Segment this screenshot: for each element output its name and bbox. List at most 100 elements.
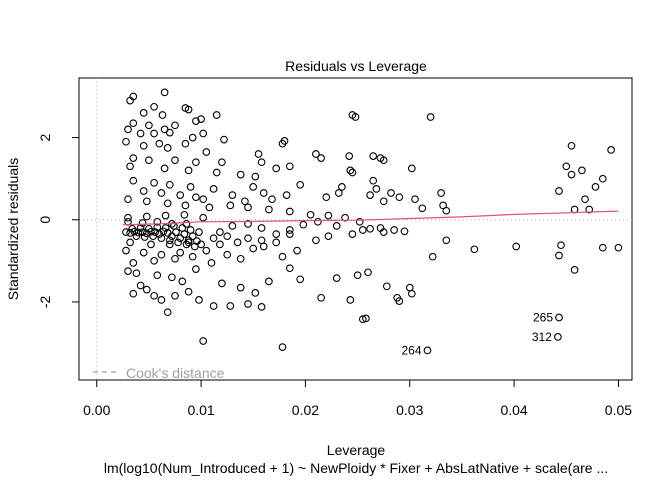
data-point (251, 172, 260, 181)
data-point (136, 281, 145, 290)
data-point (442, 206, 451, 215)
data-point (251, 289, 260, 297)
data-point (244, 234, 252, 243)
data-point (268, 195, 276, 204)
data-point (218, 158, 226, 167)
data-point (139, 109, 148, 117)
data-point (192, 265, 200, 273)
data-point (168, 232, 176, 241)
data-point (332, 274, 341, 282)
data-point (382, 282, 391, 291)
data-point (555, 187, 563, 195)
data-point (209, 234, 218, 243)
data-point (216, 240, 224, 249)
data-point (411, 195, 419, 204)
data-point (150, 256, 158, 265)
data-point (139, 248, 148, 257)
data-point (257, 303, 266, 311)
data-point (145, 121, 153, 130)
data-point (186, 226, 195, 234)
data-point (199, 195, 208, 204)
data-point (212, 168, 221, 177)
data-point (407, 164, 416, 173)
data-point (181, 201, 190, 210)
data-point (182, 220, 191, 228)
data-point (334, 189, 343, 197)
data-point (426, 113, 435, 121)
data-points (122, 88, 623, 355)
smooth-line-layer (122, 210, 619, 226)
model-formula-subtitle: lm(log10(Num_Introduced + 1) ~ NewPloidy… (104, 460, 608, 476)
labeled-data-point (423, 346, 432, 355)
data-point (188, 252, 197, 261)
x-tick-label: 0.03 (396, 402, 423, 418)
data-point (567, 170, 576, 179)
data-point (223, 232, 232, 241)
data-point (157, 189, 166, 197)
data-point (567, 141, 576, 150)
data-point (353, 271, 362, 280)
data-point (126, 96, 134, 105)
data-point (181, 139, 190, 148)
data-point (400, 227, 409, 236)
data-point (171, 291, 179, 300)
data-point (122, 246, 130, 255)
data-point (216, 228, 224, 236)
data-point (437, 189, 445, 197)
data-point (332, 222, 341, 230)
data-point (259, 189, 268, 197)
data-point (322, 193, 331, 202)
data-point (153, 217, 162, 226)
data-point (306, 210, 315, 219)
data-point (379, 228, 388, 236)
data-point (278, 252, 287, 261)
data-point (138, 228, 147, 236)
x-axis: 0.00 0.01 0.02 0.03 0.04 0.05 (83, 379, 632, 418)
data-point (244, 203, 252, 212)
chart-title: Residuals vs Leverage (285, 58, 427, 74)
data-point (364, 268, 372, 277)
data-point (366, 191, 374, 199)
data-point (259, 242, 268, 251)
smooth-line (122, 210, 619, 226)
data-point (366, 224, 374, 233)
data-point (157, 234, 166, 243)
data-point (236, 170, 245, 179)
data-point (182, 240, 191, 249)
data-point (195, 296, 203, 304)
data-point (296, 275, 305, 284)
data-point (129, 289, 138, 298)
data-point (142, 285, 151, 294)
data-point (163, 144, 172, 152)
data-point (184, 236, 193, 245)
data-point (199, 213, 208, 222)
data-point (209, 185, 218, 193)
data-point (418, 204, 427, 213)
data-point (278, 343, 287, 351)
data-point (124, 267, 132, 275)
data-point (341, 213, 349, 222)
data-point (296, 180, 305, 189)
data-point (317, 293, 325, 302)
x-axis-label: Leverage (327, 442, 386, 458)
data-point (132, 269, 141, 278)
data-point (150, 129, 158, 138)
data-point (138, 219, 147, 227)
y-tick-label: 0 (37, 216, 53, 224)
data-point (140, 233, 149, 241)
data-point (244, 300, 252, 308)
data-point (282, 191, 291, 199)
data-point (312, 236, 320, 245)
data-point (218, 279, 226, 288)
data-point (257, 158, 266, 167)
data-point (254, 150, 263, 158)
data-point (470, 245, 479, 254)
data-point (171, 156, 179, 165)
data-point (324, 211, 333, 220)
x-tick-label: 0.01 (187, 402, 214, 418)
data-point (134, 228, 143, 237)
data-point (126, 162, 134, 171)
data-point (151, 228, 160, 236)
data-point (202, 148, 211, 156)
data-point (244, 220, 252, 228)
